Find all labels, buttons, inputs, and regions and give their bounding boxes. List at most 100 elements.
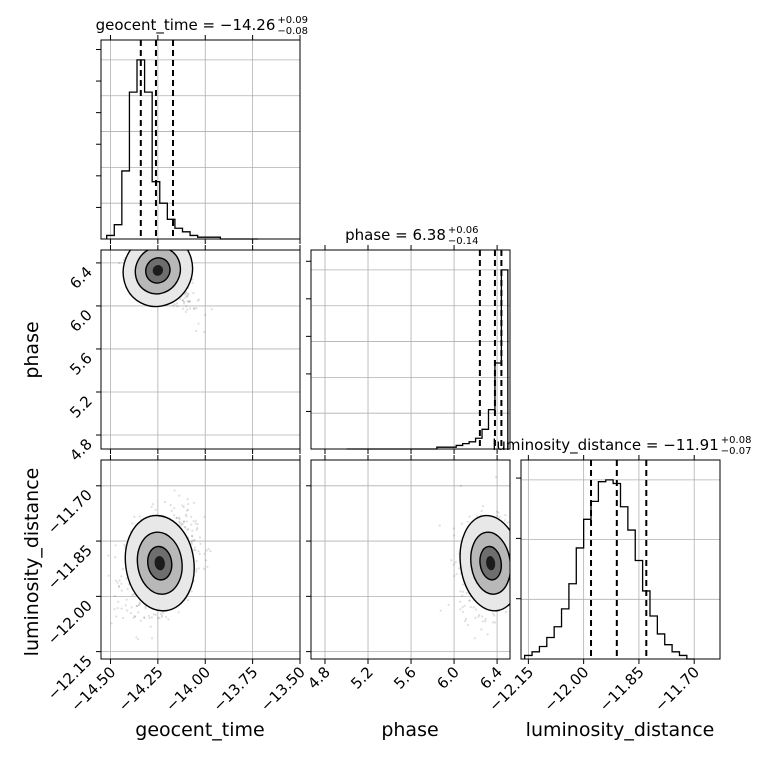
pair-geocent_time-luminosity_distance-point: [138, 515, 141, 518]
pair-phase-luminosity_distance-point: [481, 505, 485, 508]
pair-geocent_time-luminosity_distance-point: [150, 505, 153, 508]
pair-phase-luminosity_distance-point: [474, 616, 477, 620]
pair-geocent_time-phase-point: [149, 241, 151, 243]
pair-phase-luminosity_distance-point: [506, 521, 509, 524]
pair-geocent_time-phase-point: [192, 307, 196, 310]
pair-geocent_time-phase-point: [189, 307, 192, 310]
pair-geocent_time-luminosity_distance-point: [192, 520, 195, 523]
pair-phase-luminosity_distance-point: [484, 618, 487, 621]
pair-geocent_time-luminosity_distance-point: [123, 543, 126, 546]
pair-geocent_time-luminosity_distance-point: [181, 504, 184, 507]
pair-phase-luminosity_distance-point: [497, 511, 500, 514]
pair-phase-luminosity_distance-point: [515, 555, 517, 557]
hist-phase-bg: [311, 250, 510, 449]
pair-phase-luminosity_distance-point: [515, 570, 517, 572]
pair-phase-luminosity_distance-point: [511, 546, 513, 548]
pair-geocent_time-phase-contour-3: [152, 265, 164, 276]
pair-geocent_time-luminosity_distance-point: [158, 616, 161, 619]
pair-geocent_time-luminosity_distance-point: [125, 598, 128, 601]
pair-phase-luminosity_distance-point: [515, 596, 517, 598]
panel-title-text: phase = 6.38: [345, 226, 446, 244]
pair-geocent_time-luminosity_distance-point: [185, 509, 189, 512]
pair-geocent_time-luminosity_distance-point: [180, 522, 183, 525]
pair-phase-luminosity_distance-point: [453, 574, 456, 578]
pair-geocent_time-luminosity_distance-point: [190, 542, 193, 546]
pair-phase-luminosity_distance-point: [516, 545, 518, 547]
pair-phase-luminosity_distance-point: [453, 534, 456, 537]
pair-geocent_time-luminosity_distance-point: [95, 586, 97, 588]
pair-geocent_time-phase-point: [182, 302, 186, 305]
pair-phase-luminosity_distance-point: [515, 550, 517, 552]
ytick-label-phase-1: 5.2: [66, 392, 96, 422]
pair-phase-luminosity_distance-point: [516, 560, 518, 562]
pair-geocent_time-phase-point: [193, 307, 196, 311]
pair-geocent_time-phase-point: [120, 246, 122, 248]
pair-geocent_time-luminosity_distance-point: [114, 544, 117, 547]
pair-geocent_time-luminosity_distance-point: [143, 616, 146, 619]
pair-phase-luminosity_distance-point: [438, 524, 441, 527]
pair-phase-luminosity_distance-point: [464, 617, 468, 621]
pair-phase-luminosity_distance-point: [480, 509, 483, 513]
pair-phase-luminosity_distance-point: [513, 492, 515, 494]
pair-phase-luminosity_distance-point: [514, 549, 516, 551]
pair-phase-luminosity_distance-point: [462, 590, 465, 593]
pair-geocent_time-luminosity_distance-point: [203, 552, 206, 555]
pair-geocent_time-phase-point: [141, 241, 143, 243]
pair-phase-luminosity_distance-point: [481, 615, 484, 618]
pair-geocent_time-phase-point: [172, 304, 175, 307]
pair-phase-luminosity_distance-point: [504, 514, 507, 517]
pair-geocent_time-luminosity_distance-point: [191, 534, 194, 538]
pair-geocent_time-phase-point: [185, 295, 189, 298]
pair-geocent_time-phase-point: [141, 247, 143, 249]
pair-geocent_time-luminosity_distance-point: [131, 593, 134, 597]
panel-title-sub: −0.14: [448, 236, 479, 247]
pair-geocent_time-luminosity_distance-point: [114, 556, 117, 559]
pair-geocent_time-luminosity_distance-point: [150, 616, 153, 619]
pair-geocent_time-phase-point: [181, 299, 184, 302]
pair-phase-luminosity_distance-point: [511, 555, 513, 557]
pair-geocent_time-luminosity_distance-point: [194, 519, 197, 522]
pair-phase-luminosity_distance-point: [459, 600, 462, 603]
pair-geocent_time-luminosity_distance-point: [182, 520, 186, 523]
pair-phase-luminosity_distance-point: [468, 599, 471, 602]
pair-geocent_time-luminosity_distance-point: [206, 565, 209, 568]
pair-phase-luminosity_distance-point: [513, 563, 515, 565]
pair-geocent_time-luminosity_distance-point: [177, 611, 180, 614]
pair-geocent_time-luminosity_distance-point: [131, 522, 134, 525]
pair-phase-luminosity_distance-contour-3: [486, 556, 496, 571]
xtick-label-luminosity_distance-1: −12.00: [540, 663, 592, 715]
pair-phase-luminosity_distance-point: [512, 551, 514, 553]
pair-geocent_time-phase-point: [138, 245, 140, 247]
pair-geocent_time-luminosity_distance-point: [203, 515, 206, 518]
pair-phase-luminosity_distance-point: [515, 543, 517, 545]
pair-geocent_time-phase-point: [153, 244, 155, 246]
xtick-label-phase-1: 5.2: [347, 663, 377, 693]
xtick-label-luminosity_distance-2: −11.85: [596, 663, 648, 715]
pair-geocent_time-luminosity_distance-point: [186, 508, 190, 511]
pair-geocent_time-luminosity_distance-point: [196, 523, 199, 526]
pair-phase-luminosity_distance-point: [513, 576, 515, 578]
panel-title-text: geocent_time = −14.26: [96, 16, 276, 35]
ytick-label-phase-4: 6.4: [66, 263, 96, 293]
pair-geocent_time-luminosity_distance-point: [190, 523, 193, 526]
panel-title-phase: phase = 6.38 +0.06−0.14: [345, 225, 478, 247]
pair-phase-luminosity_distance-point: [511, 561, 513, 563]
pair-geocent_time-luminosity_distance-point: [110, 622, 113, 625]
pair-geocent_time-phase-point: [140, 240, 142, 242]
pair-geocent_time-luminosity_distance-point: [134, 615, 137, 618]
pair-phase-luminosity_distance-point: [461, 606, 464, 609]
pair-geocent_time-luminosity_distance-point: [165, 615, 168, 619]
pair-geocent_time-luminosity_distance-point: [195, 568, 198, 571]
pair-geocent_time-phase-point: [176, 305, 179, 308]
pair-geocent_time-luminosity_distance-point: [139, 619, 142, 622]
pair-phase-luminosity_distance-point: [516, 564, 518, 566]
pair-geocent_time-phase-point: [118, 262, 121, 265]
pair-phase-luminosity_distance-frame: [310, 459, 511, 660]
pair-geocent_time-luminosity_distance-point: [159, 612, 163, 615]
pair-geocent_time-luminosity_distance-point: [190, 535, 194, 538]
pair-phase-luminosity_distance-point: [492, 612, 495, 615]
pair-geocent_time-luminosity_distance-point: [114, 579, 117, 582]
pair-geocent_time-phase-point: [179, 297, 182, 300]
pair-geocent_time-luminosity_distance-point: [203, 567, 206, 571]
pair-geocent_time-luminosity_distance-point: [133, 615, 136, 618]
